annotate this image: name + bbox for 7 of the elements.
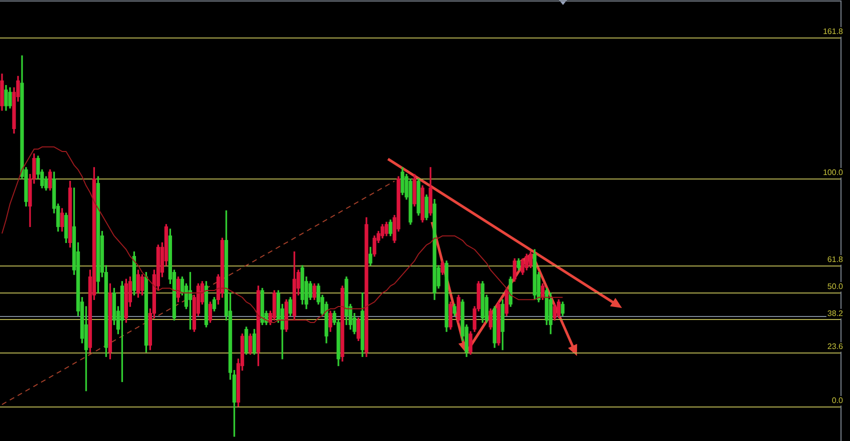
y-tick-label: 161.8 [822, 27, 844, 36]
y-tick-label: 61.8 [827, 255, 844, 264]
y-tick-label: 0.0 [832, 396, 844, 406]
y-tick-label: 50.0 [827, 282, 844, 292]
y-tick-label: 100.0 [822, 168, 844, 178]
y-tick-label: 23.6 [827, 342, 844, 352]
y-tick-label: 38.2 [827, 308, 844, 318]
